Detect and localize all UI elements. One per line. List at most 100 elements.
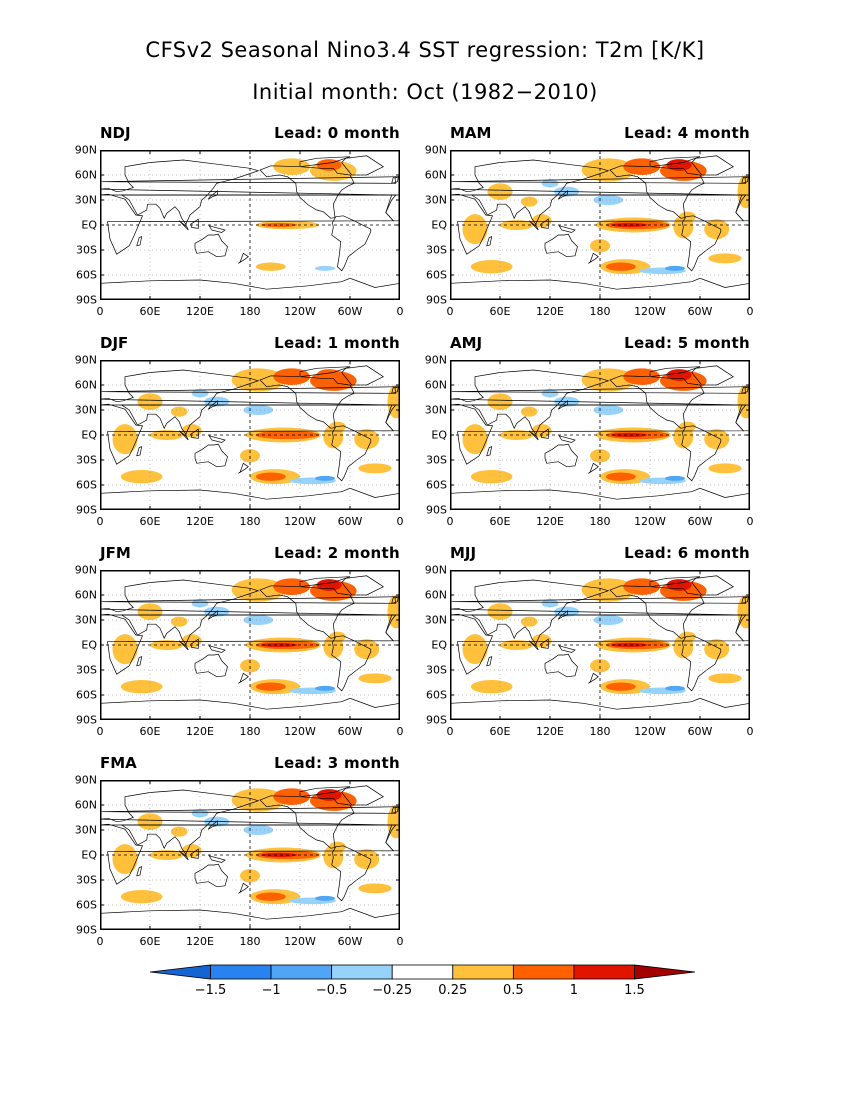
lon-tick-label: 120E [536, 725, 564, 738]
grid-lines [100, 360, 400, 510]
lat-tick-label: 30S [426, 243, 447, 257]
lon-tick-label: 60W [687, 725, 713, 738]
lat-tick-label: EQ [81, 848, 97, 862]
lon-tick-label: 120E [186, 515, 214, 528]
lat-tick-label: 60N [74, 378, 97, 392]
map-panel-djf: DJF Lead: 1 month 90N 60N 30N EQ 30S 60S 90S 0 60E… [75, 334, 404, 528]
lon-tick-label: 120W [284, 515, 316, 528]
coastlines [450, 155, 750, 300]
lon-tick-label: 60E [139, 725, 161, 738]
lat-tick-label: 60S [76, 688, 97, 702]
lat-tick-label: 30S [76, 873, 97, 887]
lon-tick-label: 0 [396, 935, 404, 948]
lon-tick-label: 0 [446, 515, 454, 528]
panel-season-label: AMJ [450, 334, 483, 352]
grid-lines [100, 780, 400, 930]
lat-tick-label: EQ [431, 638, 447, 652]
lat-tick-label: EQ [431, 428, 447, 442]
lon-tick-label: 120W [634, 305, 666, 318]
lon-tick-label: 120W [284, 725, 316, 738]
lat-tick-label: 90N [424, 353, 447, 367]
lon-tick-label: 60E [489, 305, 511, 318]
lat-tick-label: 90S [76, 293, 97, 307]
regression-map [450, 360, 750, 510]
lat-tick-label: 60N [424, 168, 447, 182]
lon-tick-label: 60E [139, 515, 161, 528]
lat-tick-label: 30N [74, 613, 97, 627]
colorbar-max-triangle [634, 964, 696, 980]
lon-tick-label: 0 [96, 725, 104, 738]
coastlines [450, 575, 750, 720]
lat-tick-label: EQ [431, 218, 447, 232]
lon-tick-label: 120E [536, 515, 564, 528]
panel-season-label: DJF [100, 334, 129, 352]
lat-tick-label: 30S [76, 453, 97, 467]
lon-tick-label: 60E [489, 725, 511, 738]
coastlines [100, 365, 400, 510]
panel-lead-label: Lead: 1 month [274, 334, 400, 352]
lat-tick-label: 90S [76, 503, 97, 517]
lon-tick-label: 0 [746, 305, 754, 318]
grid-lines [100, 150, 400, 300]
figure-title: CFSv2 Seasonal Nino3.4 SST regression: T… [145, 38, 705, 62]
panel-lead-label: Lead: 5 month [624, 334, 750, 352]
lat-tick-label: 90N [74, 563, 97, 577]
lon-tick-label: 180 [589, 515, 611, 528]
panel-season-label: FMA [100, 754, 137, 772]
lat-tick-label: 30N [424, 403, 447, 417]
lat-tick-label: 30S [426, 453, 447, 467]
lat-tick-label: 90S [426, 503, 447, 517]
lat-tick-label: 90S [76, 713, 97, 727]
colorbar-box [270, 964, 333, 980]
panel-season-label: NDJ [100, 124, 131, 142]
lon-tick-label: 60W [337, 935, 363, 948]
colorbar-label: 0.5 [503, 983, 524, 998]
lon-tick-label: 0 [396, 305, 404, 318]
lon-tick-label: 180 [239, 515, 261, 528]
lon-tick-label: 60E [139, 305, 161, 318]
lon-tick-label: 180 [589, 725, 611, 738]
colorbar-box [512, 964, 575, 980]
lon-tick-label: 120W [634, 725, 666, 738]
lon-tick-label: 0 [446, 305, 454, 318]
lat-tick-label: EQ [81, 638, 97, 652]
lon-tick-label: 180 [589, 305, 611, 318]
colorbar-label: 1 [569, 983, 579, 998]
colorbar-label: −1 [261, 983, 281, 998]
lon-tick-label: 60W [337, 515, 363, 528]
lon-tick-label: 0 [396, 515, 404, 528]
coastlines [100, 785, 400, 930]
coastlines [450, 365, 750, 510]
lon-tick-label: 60W [337, 305, 363, 318]
lat-tick-label: 30S [426, 663, 447, 677]
panel-lead-label: Lead: 0 month [274, 124, 400, 142]
lat-tick-label: 60S [76, 478, 97, 492]
lat-tick-label: 30N [74, 823, 97, 837]
lat-tick-label: 90N [74, 353, 97, 367]
lon-tick-label: 60W [687, 305, 713, 318]
lon-tick-label: 120E [536, 305, 564, 318]
lat-tick-label: 60N [74, 168, 97, 182]
panel-lead-label: Lead: 6 month [624, 544, 750, 562]
lat-tick-label: 60N [74, 588, 97, 602]
lon-tick-label: 120W [284, 305, 316, 318]
lon-tick-label: 60E [139, 935, 161, 948]
panel-season-label: MJJ [450, 544, 477, 562]
lat-tick-label: 60N [424, 378, 447, 392]
regression-map [100, 570, 400, 720]
lat-tick-label: 30N [424, 613, 447, 627]
colorbar-label: 0.25 [438, 983, 468, 998]
lon-tick-label: 180 [239, 725, 261, 738]
map-panel-amj: AMJ Lead: 5 month 90N 60N 30N EQ 30S 60S 90S 0 60E… [425, 334, 754, 528]
lat-tick-label: 30N [424, 193, 447, 207]
grid-lines [450, 360, 750, 510]
lat-tick-label: 60S [76, 898, 97, 912]
panel-lead-label: Lead: 3 month [274, 754, 400, 772]
lat-tick-label: 90N [424, 563, 447, 577]
regression-map [100, 360, 400, 510]
lat-tick-label: 90S [426, 713, 447, 727]
panel-season-label: MAM [450, 124, 492, 142]
colorbar-label: −1.5 [194, 983, 227, 998]
colorbar-label: −0.5 [315, 983, 348, 998]
lat-tick-label: 60S [426, 268, 447, 282]
